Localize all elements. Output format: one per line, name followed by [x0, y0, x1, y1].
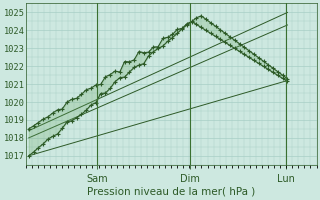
X-axis label: Pression niveau de la mer( hPa ): Pression niveau de la mer( hPa )	[87, 187, 255, 197]
